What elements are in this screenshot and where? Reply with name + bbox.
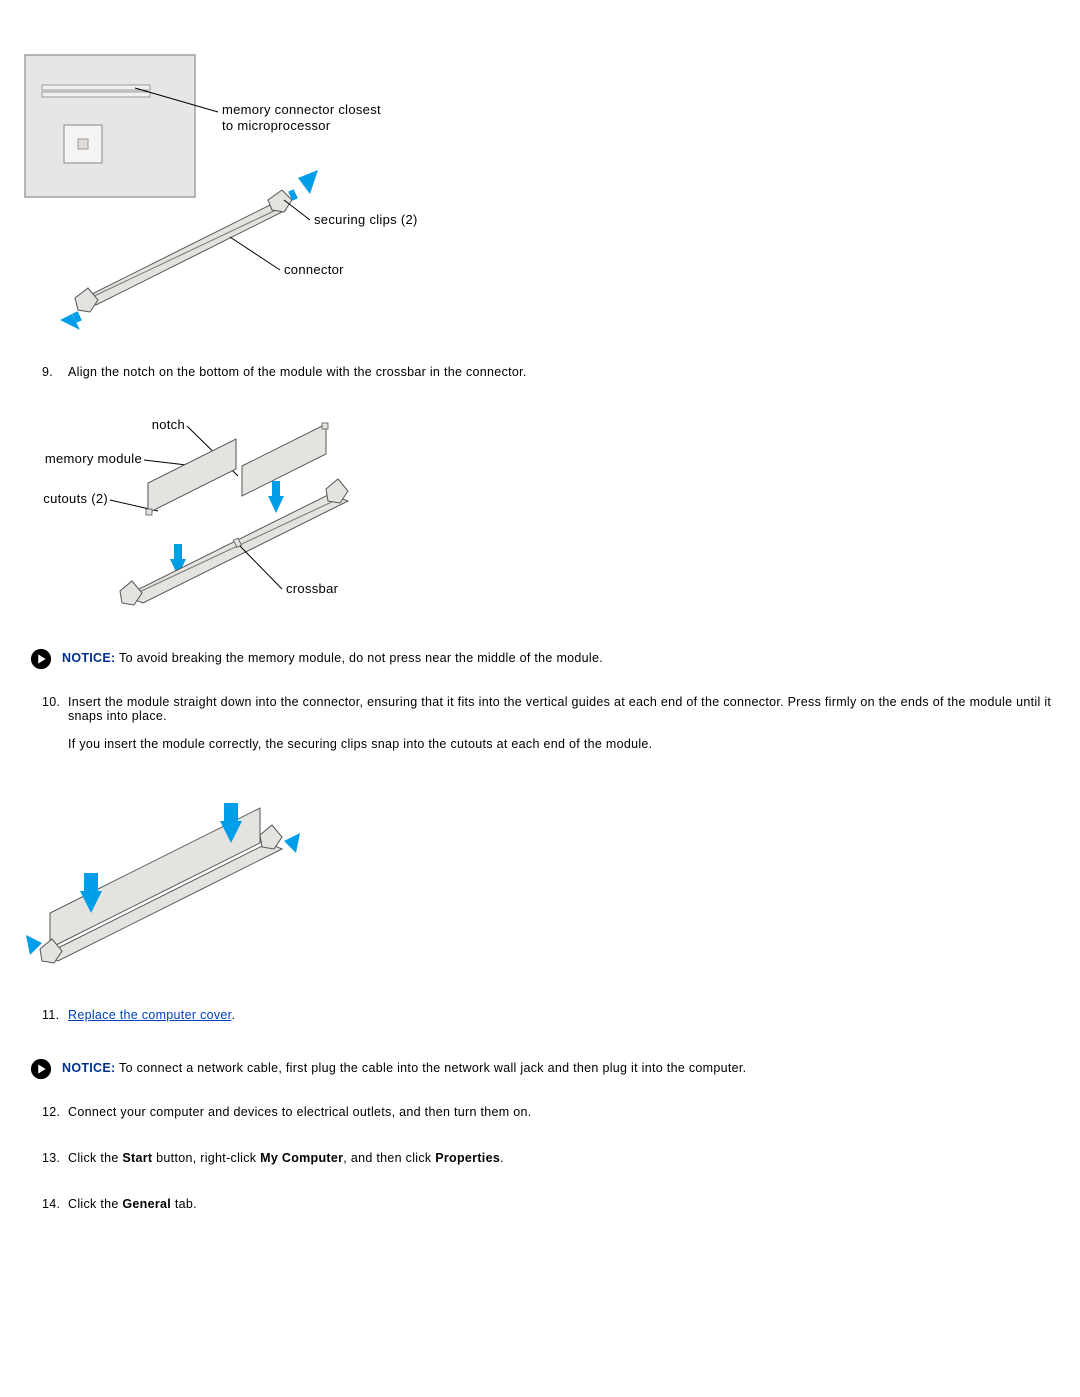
notice-1-body: To avoid breaking the memory module, do … xyxy=(116,651,604,665)
step-13-body: Click the Start button, right-click My C… xyxy=(68,1151,1060,1179)
step-14-body: Click the General tab. xyxy=(68,1197,1060,1225)
label-notch: notch xyxy=(152,417,185,432)
notice-1-label: NOTICE: xyxy=(62,651,116,665)
bold-properties: Properties xyxy=(435,1151,500,1165)
label-cutouts: cutouts (2) xyxy=(43,491,108,506)
notice-2-body: To connect a network cable, first plug t… xyxy=(116,1061,747,1075)
bold-start: Start xyxy=(122,1151,152,1165)
step-9-text: Align the notch on the bottom of the mod… xyxy=(68,365,1060,379)
step-13: 13. Click the Start button, right-click … xyxy=(20,1151,1060,1179)
step-9: 9. Align the notch on the bottom of the … xyxy=(20,365,1060,393)
step-10-body: Insert the module straight down into the… xyxy=(68,695,1060,765)
label-crossbar: crossbar xyxy=(286,581,339,596)
step-12: 12. Connect your computer and devices to… xyxy=(20,1105,1060,1133)
figure-memory-connector: memory connector closest to microprocess… xyxy=(20,30,1060,340)
notice-icon xyxy=(30,648,52,670)
label-memconn-2: to microprocessor xyxy=(222,118,331,133)
label-connector: connector xyxy=(284,262,344,277)
notice-2-label: NOTICE: xyxy=(62,1061,116,1075)
figure2-svg: notch memory module cutouts (2) crossbar xyxy=(20,411,390,626)
step-14-text: Click the General tab. xyxy=(68,1197,1060,1211)
step-10: 10. Insert the module straight down into… xyxy=(20,695,1060,765)
step-9-body: Align the notch on the bottom of the mod… xyxy=(68,365,1060,393)
figure3-svg xyxy=(20,783,310,983)
step-11-after: . xyxy=(231,1008,235,1022)
bold-general: General xyxy=(122,1197,171,1211)
notice-1-text: NOTICE: To avoid breaking the memory mod… xyxy=(62,651,1060,665)
step-10-num: 10. xyxy=(42,695,68,765)
figure-module-insert xyxy=(20,783,1060,983)
label-module: memory module xyxy=(45,451,142,466)
notice-2: NOTICE: To connect a network cable, firs… xyxy=(20,1061,1060,1080)
step-12-text: Connect your computer and devices to ele… xyxy=(68,1105,1060,1119)
step-11-body: Replace the computer cover. xyxy=(68,1008,1060,1036)
label-memconn-1: memory connector closest xyxy=(222,102,381,117)
replace-cover-link[interactable]: Replace the computer cover xyxy=(68,1008,231,1022)
notice-2-text: NOTICE: To connect a network cable, firs… xyxy=(62,1061,1060,1075)
notice-icon xyxy=(30,1058,52,1080)
step-10-text2: If you insert the module correctly, the … xyxy=(68,737,1060,751)
step-10-text1: Insert the module straight down into the… xyxy=(68,695,1060,723)
step-14-num: 14. xyxy=(42,1197,68,1225)
step-11-num: 11. xyxy=(42,1008,68,1036)
figure1-svg: memory connector closest to microprocess… xyxy=(20,30,440,340)
step-11: 11. Replace the computer cover. xyxy=(20,1008,1060,1036)
step-13-num: 13. xyxy=(42,1151,68,1179)
step-9-num: 9. xyxy=(42,365,68,393)
bold-mycomputer: My Computer xyxy=(260,1151,343,1165)
notice-1: NOTICE: To avoid breaking the memory mod… xyxy=(20,651,1060,670)
step-12-body: Connect your computer and devices to ele… xyxy=(68,1105,1060,1133)
label-clips: securing clips (2) xyxy=(314,212,418,227)
figure-module-align: notch memory module cutouts (2) crossbar xyxy=(20,411,1060,626)
step-12-num: 12. xyxy=(42,1105,68,1133)
step-13-text: Click the Start button, right-click My C… xyxy=(68,1151,1060,1165)
step-14: 14. Click the General tab. xyxy=(20,1197,1060,1225)
